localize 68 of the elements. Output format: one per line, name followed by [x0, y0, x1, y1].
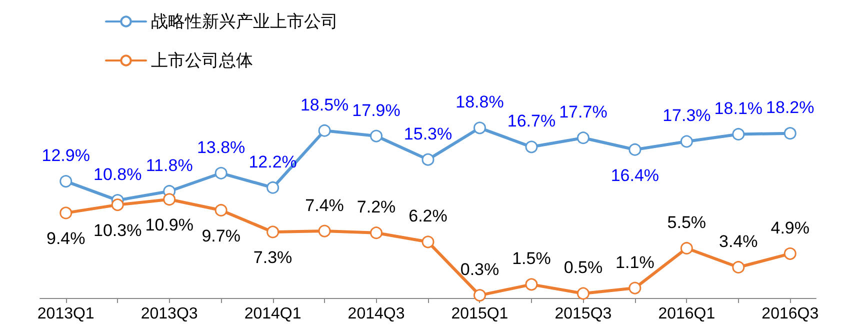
point — [163, 193, 176, 206]
point — [473, 122, 486, 134]
data-label: 10.9% — [145, 216, 194, 235]
point — [732, 260, 745, 274]
legend-label: 战略性新兴产业上市公司 — [151, 12, 338, 31]
x-tick-label: 2013Q1 — [37, 306, 94, 322]
data-label: 18.5% — [300, 95, 349, 114]
point — [525, 140, 538, 154]
point — [628, 143, 642, 156]
data-label: 18.2% — [766, 98, 814, 118]
x-tick-label: 2014Q3 — [348, 306, 405, 322]
point — [266, 181, 280, 194]
data-label: 17.3% — [662, 106, 711, 126]
x-tick-label: 2015Q3 — [554, 306, 612, 322]
x-tick-label: 2015Q1 — [451, 306, 508, 322]
point — [370, 130, 383, 142]
data-label: 5.5% — [667, 212, 706, 232]
data-label: 1.5% — [512, 249, 551, 268]
point — [422, 236, 434, 248]
data-label: 17.7% — [559, 102, 608, 122]
point — [422, 153, 434, 166]
data-label: 11.8% — [146, 156, 193, 175]
data-label: 12.2% — [248, 152, 297, 172]
point — [525, 278, 538, 291]
data-label: 7.3% — [253, 248, 292, 268]
data-label: 10.8% — [94, 165, 142, 184]
point — [576, 287, 590, 300]
x-tick-label: 2013Q3 — [140, 306, 198, 322]
x-tick-label: 2016Q3 — [762, 306, 819, 322]
data-label: 17.9% — [352, 100, 400, 120]
data-label: 16.7% — [507, 112, 556, 131]
point — [318, 224, 331, 238]
data-label: 3.4% — [719, 232, 758, 251]
point — [214, 166, 228, 180]
data-label: 13.8% — [196, 138, 246, 157]
data-label: 4.9% — [770, 218, 810, 238]
point — [370, 226, 383, 240]
x-tick-label: 2016Q1 — [658, 306, 716, 322]
point — [732, 128, 745, 140]
data-label: 18.1% — [714, 98, 762, 118]
point — [680, 242, 693, 254]
point — [318, 124, 331, 137]
data-label: 16.4% — [610, 166, 660, 185]
legend-label: 上市公司总体 — [151, 51, 253, 70]
data-label: 9.7% — [202, 226, 240, 246]
data-label: 6.2% — [408, 206, 448, 226]
data-label: 15.3% — [404, 124, 452, 144]
point — [680, 135, 693, 148]
point — [60, 175, 72, 188]
point — [628, 282, 642, 294]
data-label: 9.4% — [46, 229, 86, 248]
point — [266, 226, 280, 238]
data-label: 1.1% — [616, 252, 654, 272]
data-label: 7.2% — [356, 198, 396, 217]
data-label: 0.5% — [564, 258, 603, 278]
data-label: 10.3% — [94, 221, 142, 240]
point — [576, 132, 590, 144]
data-label: 18.8% — [456, 92, 504, 112]
data-label: 12.9% — [42, 146, 90, 166]
point — [784, 247, 796, 260]
point — [214, 204, 228, 216]
data-label: 7.4% — [305, 196, 344, 215]
point — [473, 289, 486, 302]
x-tick-label: 2014Q1 — [244, 306, 302, 322]
point — [60, 206, 72, 220]
data-label: 0.3% — [460, 260, 500, 280]
point — [784, 127, 796, 140]
point — [111, 198, 124, 212]
